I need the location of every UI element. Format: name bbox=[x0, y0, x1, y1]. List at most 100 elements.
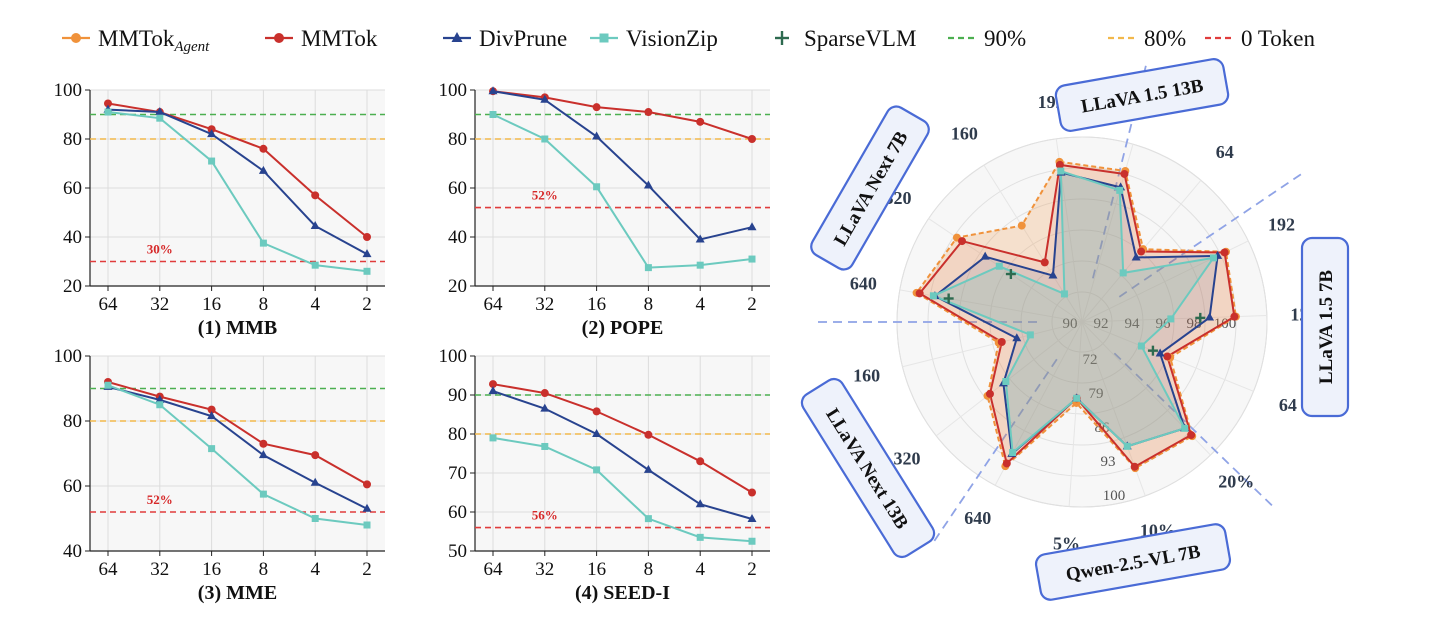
series-line-visionzip bbox=[492, 113, 753, 269]
model-label-box: LLaVA 1.5 13B bbox=[1054, 58, 1230, 132]
radar-point-visionzip bbox=[1026, 331, 1034, 339]
legend: MMTokAgent MMTok DivPrune VisionZip SparseVL… bbox=[62, 26, 1315, 55]
point-visionzip bbox=[259, 239, 267, 247]
radar-point-visionzip bbox=[1002, 378, 1010, 386]
x-tick-label: 16 bbox=[587, 294, 606, 315]
x-tick-label: 64 bbox=[99, 559, 119, 580]
radar-point-mmtok bbox=[1163, 352, 1172, 361]
y-tick-label: 100 bbox=[439, 80, 468, 101]
ref-label-zero: 52% bbox=[147, 492, 173, 507]
legend-label-p80: 80% bbox=[1144, 26, 1186, 51]
radar-point-mmtok bbox=[1137, 247, 1146, 256]
x-tick-label: 8 bbox=[644, 559, 654, 580]
y-tick-label: 60 bbox=[448, 502, 467, 523]
y-tick-label: 50 bbox=[448, 541, 467, 562]
y-tick-label: 60 bbox=[448, 178, 467, 199]
x-tick-label: 4 bbox=[310, 559, 320, 580]
radar-spoke bbox=[1068, 321, 1083, 507]
radar-point-divprune bbox=[980, 251, 990, 260]
y-tick-label: 60 bbox=[63, 476, 82, 497]
radar-point-visionzip bbox=[929, 292, 937, 300]
radar-axis-label: 320 bbox=[894, 449, 921, 469]
radar-axis-label: 160 bbox=[951, 124, 978, 144]
radar-point-divprune bbox=[1205, 312, 1215, 321]
point-visionzip bbox=[748, 255, 756, 263]
radar-axis-label: 160 bbox=[853, 366, 880, 386]
radar-scale-label: 79 bbox=[1089, 386, 1104, 402]
point-visionzip bbox=[208, 445, 216, 453]
series-line-mmtok bbox=[492, 90, 753, 140]
point-mmtok bbox=[592, 407, 601, 416]
point-visionzip bbox=[104, 381, 112, 389]
point-visionzip bbox=[696, 533, 704, 541]
radar-point-mmtok bbox=[1187, 431, 1196, 440]
point-divprune bbox=[488, 86, 498, 95]
panel-4: 50 60 70 80 90 100 64 32 16 8 4 2 56% (4) SEED-I bbox=[439, 346, 770, 604]
point-mmtok bbox=[540, 389, 549, 398]
point-visionzip bbox=[259, 490, 267, 498]
radar-series-mmtok bbox=[918, 163, 1236, 468]
point-visionzip bbox=[644, 515, 652, 523]
point-divprune bbox=[540, 94, 550, 103]
y-tick-label: 20 bbox=[63, 276, 82, 297]
point-divprune bbox=[488, 386, 498, 395]
point-mmtok bbox=[696, 117, 705, 126]
point-divprune bbox=[747, 222, 757, 231]
point-mmtok bbox=[259, 439, 268, 448]
legend-item-visionzip: VisionZip bbox=[590, 26, 718, 51]
point-divprune bbox=[643, 180, 653, 189]
model-label-frame bbox=[810, 105, 930, 271]
radar-point-mmtok bbox=[1040, 258, 1049, 267]
group-separator bbox=[1118, 170, 1307, 298]
point-visionzip bbox=[363, 267, 371, 275]
point-visionzip bbox=[489, 434, 497, 442]
point-divprune bbox=[155, 107, 165, 116]
radar-point-mmtok bbox=[915, 289, 924, 298]
legend-marker-visionzip bbox=[599, 33, 609, 43]
point-divprune bbox=[207, 411, 217, 420]
radar-point-visionzip bbox=[1167, 315, 1175, 323]
radar-point-visionzip bbox=[1137, 342, 1145, 350]
x-tick-label: 32 bbox=[150, 559, 169, 580]
radar-scale-label: 98 bbox=[1187, 316, 1202, 332]
point-visionzip bbox=[541, 135, 549, 143]
legend-label-mmtok_agent: MMTokAgent bbox=[98, 26, 210, 55]
legend-label-sparsevlm: SparseVLM bbox=[804, 26, 916, 51]
group-separator bbox=[1113, 352, 1277, 511]
x-tick-label: 64 bbox=[99, 294, 119, 315]
radar-point-mmtok bbox=[1055, 160, 1064, 169]
series-line-divprune bbox=[492, 90, 753, 241]
series-line-visionzip bbox=[107, 111, 368, 273]
radar-point-visionzip bbox=[1057, 167, 1065, 175]
x-tick-label: 8 bbox=[259, 559, 269, 580]
point-divprune bbox=[695, 234, 705, 243]
radar-point-mmtok_agent bbox=[1017, 221, 1026, 230]
point-divprune bbox=[258, 165, 268, 174]
model-label-frame bbox=[1054, 58, 1230, 132]
radar-axis-label: 64 bbox=[1216, 142, 1234, 162]
radar-scale-label: 72 bbox=[1083, 352, 1098, 368]
x-tick-label: 32 bbox=[535, 294, 554, 315]
point-visionzip bbox=[156, 401, 164, 409]
radar-scale-label: 96 bbox=[1156, 316, 1172, 332]
model-label-frame bbox=[1034, 523, 1232, 601]
point-visionzip bbox=[104, 108, 112, 116]
x-tick-label: 2 bbox=[747, 559, 757, 580]
panel-title: (3) MME bbox=[198, 582, 277, 604]
point-mmtok bbox=[748, 135, 756, 143]
point-visionzip bbox=[644, 264, 652, 272]
radar-scale-label: 90 bbox=[1063, 316, 1078, 332]
series-line-visionzip bbox=[107, 384, 368, 526]
model-label-frame bbox=[1300, 236, 1350, 418]
y-tick-label: 100 bbox=[439, 346, 468, 367]
radar-point-sparsevlm bbox=[1005, 269, 1016, 280]
legend-marker-mmtok_agent bbox=[71, 33, 81, 43]
radar-point-visionzip bbox=[1073, 394, 1081, 402]
point-visionzip bbox=[311, 515, 319, 522]
legend-item-zero: 0 Token bbox=[1205, 26, 1315, 51]
legend-item-mmtok: MMTok bbox=[265, 26, 378, 51]
legend-label-p90: 90% bbox=[984, 26, 1026, 51]
x-tick-label: 4 bbox=[310, 294, 320, 315]
radar-point-visionzip bbox=[1209, 254, 1217, 262]
point-visionzip bbox=[541, 442, 549, 450]
